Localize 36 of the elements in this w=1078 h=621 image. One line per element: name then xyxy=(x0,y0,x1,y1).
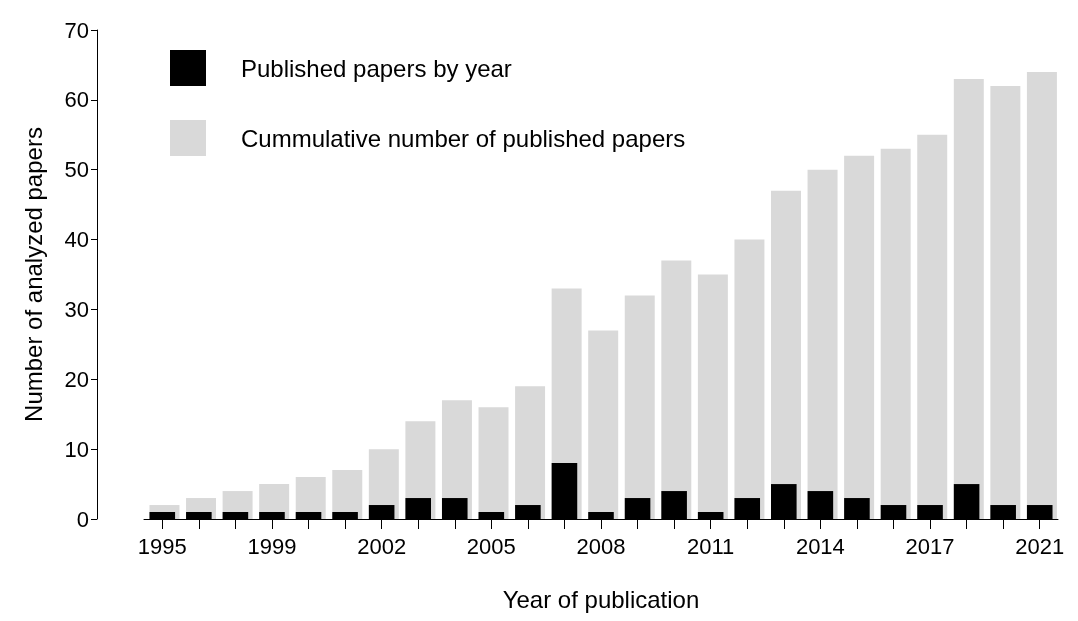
y-tick-label: 50 xyxy=(64,157,89,183)
bar xyxy=(661,260,692,519)
y-tick-label: 40 xyxy=(64,227,89,253)
x-tick-label: 2011 xyxy=(687,533,735,559)
bar xyxy=(807,169,838,519)
legend-label: Cummulative number of published papers xyxy=(241,124,686,152)
x-tick-label: 2008 xyxy=(576,533,626,559)
bar xyxy=(771,190,801,519)
bar xyxy=(734,239,765,519)
bar xyxy=(1026,71,1057,519)
bar xyxy=(515,386,546,519)
x-tick-label: 1999 xyxy=(247,533,297,559)
y-tick-label: 30 xyxy=(64,296,89,322)
x-tick-label: 1995 xyxy=(137,533,187,559)
x-tick-label: 2014 xyxy=(795,533,845,559)
bar xyxy=(917,134,948,519)
bar xyxy=(624,295,655,519)
y-tick-label: 70 xyxy=(64,17,89,43)
y-tick-label: 10 xyxy=(64,436,89,462)
x-tick-label: 2005 xyxy=(466,533,516,559)
y-tick-label: 0 xyxy=(76,506,89,532)
bar xyxy=(953,78,984,519)
bar xyxy=(880,148,911,519)
x-tick-label: 2002 xyxy=(357,533,407,559)
legend-label: Published papers by year xyxy=(241,54,512,82)
y-axis-title: Number of analyzed papers xyxy=(19,127,47,422)
bar xyxy=(844,155,875,519)
bar xyxy=(588,330,619,519)
bar xyxy=(697,274,728,519)
x-axis-title: Year of publication xyxy=(502,585,700,613)
y-tick-label: 60 xyxy=(64,87,89,113)
y-tick-label: 20 xyxy=(64,366,89,392)
x-tick-label: 2021 xyxy=(1015,533,1065,559)
x-tick-label: 2017 xyxy=(905,533,955,559)
bar xyxy=(990,85,1021,519)
bar xyxy=(478,407,509,519)
